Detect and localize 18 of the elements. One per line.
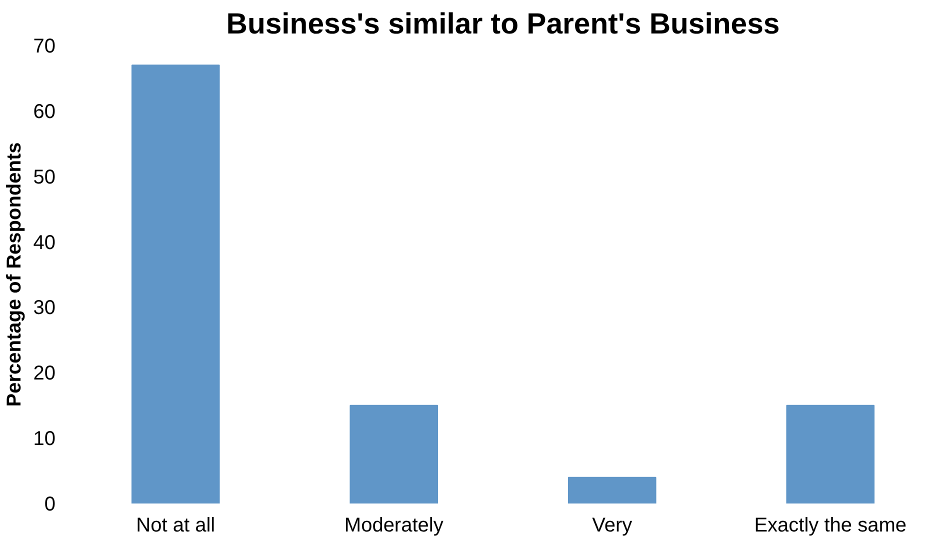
y-tick-label: 20 [33, 362, 56, 385]
bar [350, 404, 438, 504]
x-tick-label: Moderately [344, 514, 444, 536]
bar [131, 64, 220, 504]
y-tick-label: 70 [33, 36, 56, 58]
y-axis-title: Percentage of Respondents [3, 142, 26, 407]
chart-title: Business's similar to Parent's Business [226, 8, 780, 40]
y-tick-label: 40 [33, 232, 56, 254]
y-tick-label: 0 [44, 494, 56, 516]
y-tick-label: 50 [33, 166, 56, 188]
y-tick-label: 30 [33, 297, 56, 320]
bar [786, 404, 875, 504]
y-tick-label: 60 [33, 100, 56, 123]
y-tick-label: 10 [33, 428, 56, 450]
x-tick-label: Very [592, 514, 632, 536]
x-tick-label: Not at all [136, 514, 216, 536]
x-tick-label: Exactly the same [754, 514, 907, 536]
bar [568, 476, 656, 504]
